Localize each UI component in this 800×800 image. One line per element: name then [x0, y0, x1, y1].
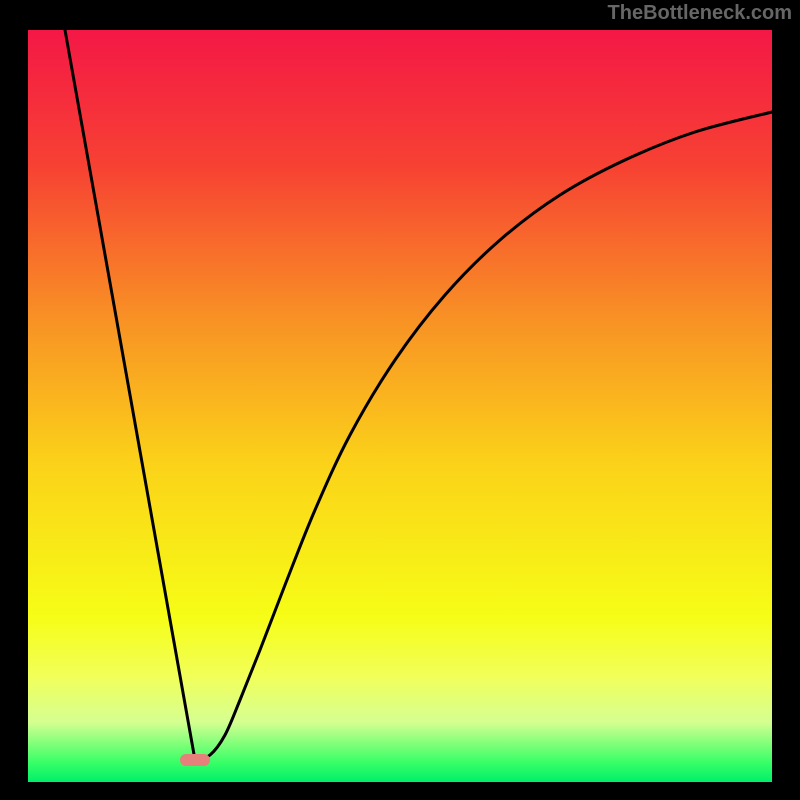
chart-svg: [0, 0, 800, 800]
bottleneck-chart: TheBottleneck.com: [0, 0, 800, 800]
watermark-text: TheBottleneck.com: [608, 2, 792, 25]
